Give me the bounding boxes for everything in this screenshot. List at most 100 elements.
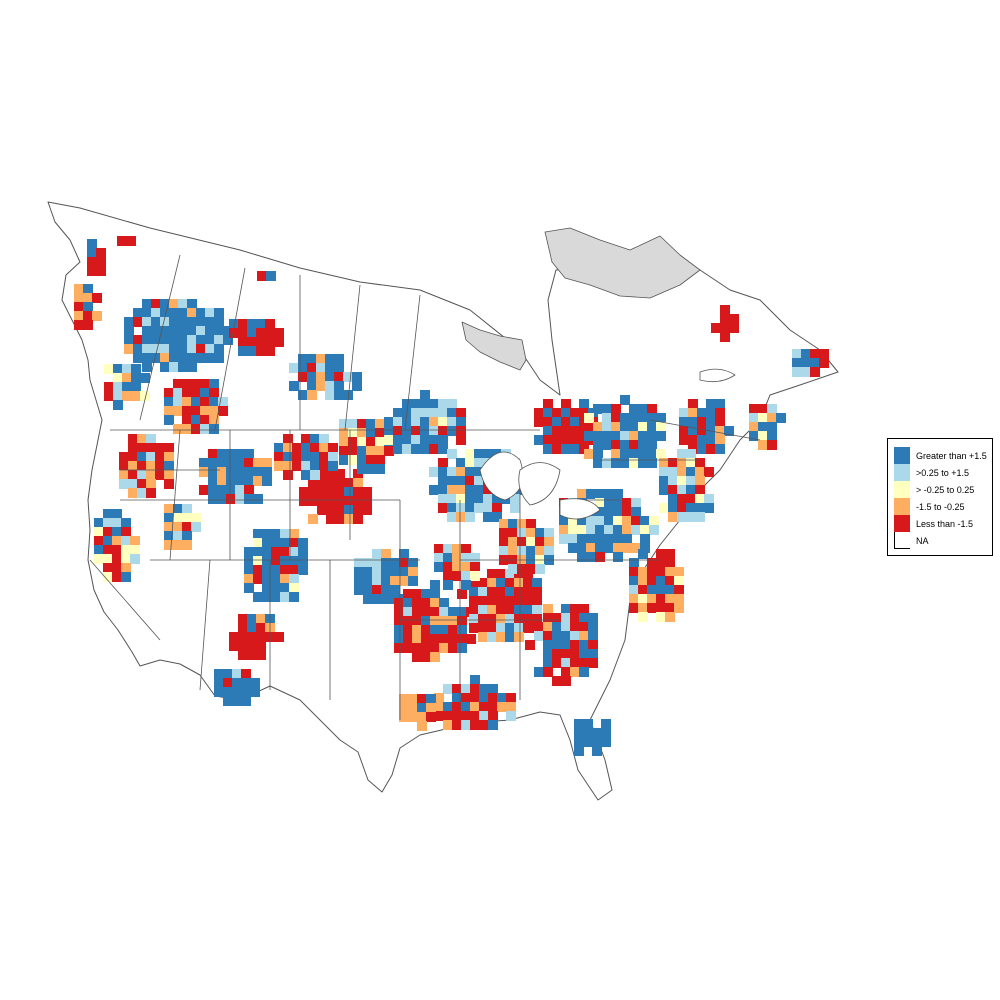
trend-cell	[164, 443, 174, 453]
trend-cell	[307, 381, 317, 391]
legend-swatch	[894, 464, 910, 481]
trend-cell	[87, 248, 97, 258]
trend-cell	[601, 719, 611, 729]
trend-cell	[253, 476, 263, 486]
trend-cell	[393, 426, 403, 436]
legend-item: Greater than +1.5	[894, 447, 987, 464]
trend-cell	[155, 452, 165, 462]
trend-cell	[209, 424, 219, 434]
trend-cell	[131, 373, 141, 383]
trend-cell	[247, 641, 257, 651]
trend-cell	[659, 485, 669, 495]
trend-cell	[631, 498, 641, 508]
trend-cell	[319, 452, 329, 462]
trend-cell	[187, 317, 197, 327]
trend-cell	[205, 344, 215, 354]
trend-cell	[283, 470, 293, 480]
trend-cell	[447, 485, 457, 495]
trend-cell	[208, 467, 218, 477]
trend-cell	[343, 372, 353, 382]
trend-cell	[499, 537, 509, 547]
trend-cell	[552, 640, 562, 650]
trend-cell	[647, 558, 657, 568]
lake	[559, 498, 601, 520]
trend-cell	[677, 503, 687, 513]
trend-cell	[724, 426, 734, 436]
trend-cell	[169, 308, 179, 318]
trend-cell	[447, 408, 457, 418]
trend-cell	[253, 494, 263, 504]
legend-item: -1.5 to -0.25	[894, 498, 965, 515]
trend-cell	[235, 467, 245, 477]
trend-cell	[474, 476, 484, 486]
trend-cell	[792, 349, 802, 359]
trend-cell	[677, 485, 687, 495]
trend-cell	[408, 694, 418, 704]
trend-cell	[461, 571, 471, 581]
trend-cell	[122, 364, 132, 374]
trend-cell	[124, 344, 134, 354]
trend-cell	[247, 346, 257, 356]
trend-cell	[421, 643, 431, 653]
trend-cell	[199, 485, 209, 495]
trend-cell	[96, 266, 106, 276]
trend-cell	[474, 467, 484, 477]
trend-cell	[674, 567, 684, 577]
trend-cell	[469, 614, 479, 624]
trend-cell	[570, 631, 580, 641]
trend-cell	[456, 458, 466, 468]
trend-cell	[543, 640, 553, 650]
trend-cell	[697, 426, 707, 436]
trend-cell	[205, 317, 215, 327]
trend-cell	[375, 464, 385, 474]
trend-cell	[496, 578, 506, 588]
trend-cell	[244, 449, 254, 459]
trend-cell	[250, 678, 260, 688]
trend-cell	[164, 531, 174, 541]
trend-cell	[631, 543, 641, 553]
trend-cell	[200, 424, 210, 434]
trend-cell	[749, 431, 759, 441]
trend-cell	[561, 426, 571, 436]
trend-cell	[749, 422, 759, 432]
trend-cell	[439, 625, 449, 635]
trend-cell	[344, 514, 354, 524]
trend-cell	[465, 494, 475, 504]
trend-cell	[196, 308, 206, 318]
trend-cell	[613, 534, 623, 544]
trend-cell	[429, 444, 439, 454]
trend-cell	[677, 467, 687, 477]
trend-cell	[112, 554, 122, 564]
trend-cell	[543, 435, 553, 445]
trend-cell	[508, 564, 518, 574]
trend-cell	[426, 703, 436, 713]
trend-cell	[496, 632, 506, 642]
trend-cell	[122, 382, 132, 392]
trend-cell	[613, 543, 623, 553]
trend-cell	[443, 711, 453, 721]
trend-cell	[629, 440, 639, 450]
trend-cell	[223, 687, 233, 697]
trend-cell	[604, 507, 614, 517]
trend-cell	[622, 534, 632, 544]
trend-cell	[244, 485, 254, 495]
trend-cell	[629, 558, 639, 568]
trend-cell	[384, 417, 394, 427]
trend-cell	[452, 544, 462, 554]
trend-cell	[146, 452, 156, 462]
trend-cell	[196, 335, 206, 345]
trend-cell	[447, 417, 457, 427]
trend-cell	[443, 562, 453, 572]
trend-cell	[593, 431, 603, 441]
trend-cell	[83, 311, 93, 321]
trend-cell	[417, 721, 427, 731]
trend-cell	[280, 592, 290, 602]
trend-cell	[638, 612, 648, 622]
legend-swatch	[894, 481, 910, 498]
trend-cell	[586, 489, 596, 499]
trend-cell	[474, 503, 484, 513]
trend-cell	[767, 422, 777, 432]
trend-cell	[128, 461, 138, 471]
trend-cell	[298, 538, 308, 548]
trend-cell	[668, 494, 678, 504]
